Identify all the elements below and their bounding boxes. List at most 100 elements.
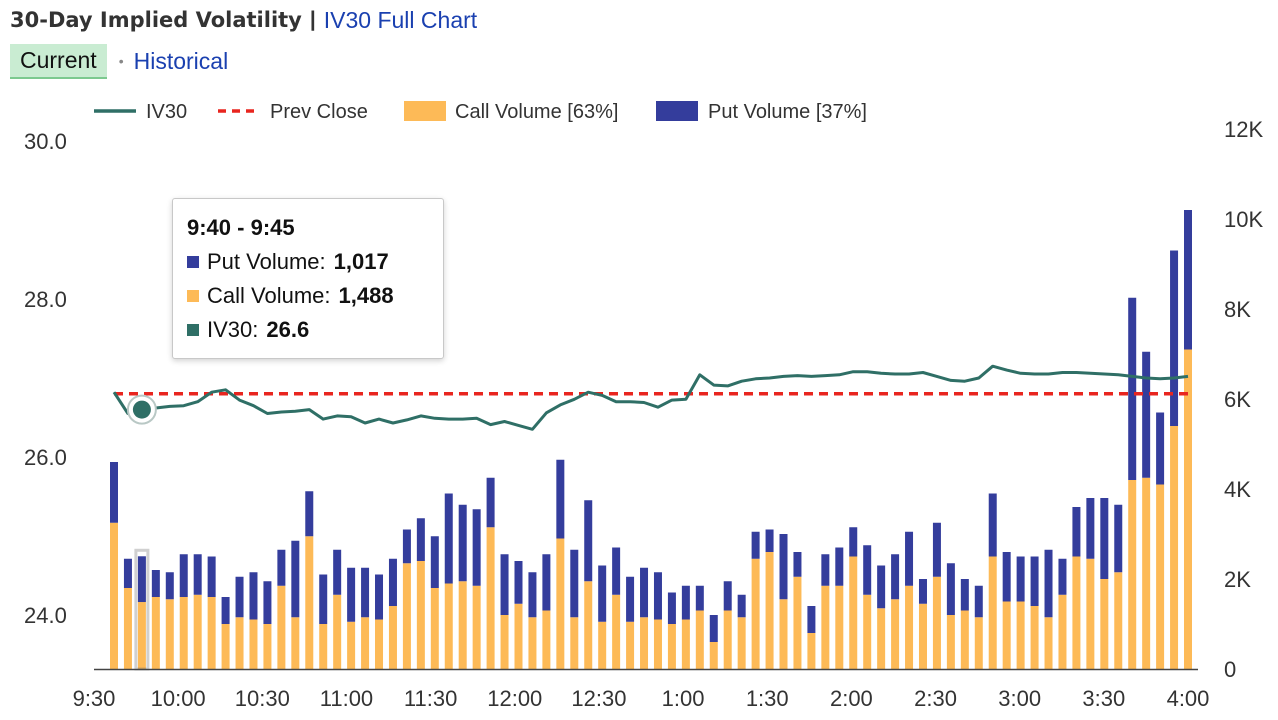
call-swatch-icon bbox=[187, 290, 199, 302]
call-volume-bar bbox=[1184, 349, 1192, 669]
put-volume-bar bbox=[695, 585, 704, 611]
call-volume-bar bbox=[751, 558, 760, 669]
tooltip-title: 9:40 - 9:45 bbox=[187, 215, 295, 240]
put-volume-bar bbox=[207, 556, 216, 597]
put-volume-bar bbox=[542, 554, 551, 611]
put-volume-bar bbox=[584, 500, 593, 582]
put-volume-bar bbox=[793, 552, 802, 577]
call-volume-bar bbox=[514, 603, 523, 669]
tooltip-call-value: 1,488 bbox=[338, 283, 394, 308]
tooltip-call-label: Call Volume: bbox=[207, 283, 331, 308]
put-volume-bar bbox=[1072, 507, 1081, 557]
put-volume-bar bbox=[723, 581, 732, 611]
call-volume-bar bbox=[779, 599, 788, 669]
put-volume-bar bbox=[556, 459, 565, 539]
tab-current[interactable]: Current bbox=[10, 43, 107, 79]
call-volume-bar bbox=[123, 588, 132, 669]
put-volume-bar bbox=[221, 597, 230, 624]
put-volume-bar bbox=[1086, 498, 1095, 559]
call-volume-bar bbox=[877, 608, 886, 669]
call-volume-bar bbox=[584, 581, 593, 669]
put-volume-bar bbox=[891, 554, 900, 600]
put-volume-bar bbox=[974, 585, 983, 618]
call-volume-bar bbox=[137, 602, 146, 669]
x-tick-label: 12:00 bbox=[487, 686, 542, 711]
put-volume-bar bbox=[402, 529, 411, 564]
call-volume-bar bbox=[1002, 601, 1011, 669]
hover-tooltip: 9:40 - 9:45 Put Volume: 1,017 Call Volum… bbox=[172, 198, 444, 359]
call-volume-bar bbox=[807, 633, 816, 669]
put-volume-bar bbox=[151, 570, 160, 597]
call-volume-bar bbox=[570, 617, 579, 669]
put-volume-bar bbox=[333, 549, 342, 595]
tooltip-put-label: Put Volume: bbox=[207, 249, 326, 274]
tooltip-row-put: Put Volume: 1,017 bbox=[187, 245, 429, 279]
call-volume-bar bbox=[556, 538, 565, 669]
y-right-tick-label: 12K bbox=[1224, 117, 1263, 142]
put-volume-bar bbox=[1016, 556, 1025, 602]
legend-iv30-label: IV30 bbox=[146, 101, 187, 123]
call-volume-bar bbox=[263, 624, 272, 669]
legend-put-label: Put Volume [37%] bbox=[708, 101, 867, 123]
put-volume-bar bbox=[1114, 504, 1123, 573]
put-volume-bar bbox=[1044, 549, 1053, 618]
title-separator: | bbox=[309, 8, 316, 31]
call-volume-bar bbox=[765, 552, 774, 669]
put-volume-bar bbox=[361, 567, 370, 618]
call-volume-bar bbox=[110, 522, 118, 669]
call-volume-bar bbox=[486, 527, 495, 669]
iv30-line bbox=[112, 364, 1189, 431]
y-left-tick-label: 26.0 bbox=[24, 445, 67, 470]
legend-call-label: Call Volume [63%] bbox=[455, 101, 618, 123]
put-volume-bar bbox=[263, 581, 272, 624]
put-volume-bar bbox=[528, 572, 537, 618]
call-volume-bar bbox=[1100, 579, 1109, 669]
call-volume-bar bbox=[1016, 601, 1025, 669]
put-volume-bar bbox=[1184, 210, 1192, 350]
put-volume-bar bbox=[905, 531, 914, 586]
put-volume-bar bbox=[681, 585, 690, 620]
put-volume-bar bbox=[165, 572, 174, 600]
x-tick-label: 3:30 bbox=[1082, 686, 1125, 711]
put-volume-bar bbox=[932, 522, 941, 577]
put-volume-bar bbox=[375, 574, 384, 620]
x-tick-label: 2:00 bbox=[830, 686, 873, 711]
put-volume-bar bbox=[1058, 558, 1067, 595]
put-volume-bar bbox=[277, 549, 286, 586]
call-volume-bar bbox=[221, 624, 230, 669]
call-volume-bar bbox=[626, 621, 635, 669]
tab-historical[interactable]: Historical bbox=[133, 47, 229, 74]
call-volume-bar bbox=[598, 621, 607, 669]
tooltip-row-call: Call Volume: 1,488 bbox=[187, 279, 429, 313]
x-tick-label: 9:30 bbox=[73, 686, 116, 711]
put-volume-bar bbox=[416, 518, 425, 561]
call-volume-bar bbox=[151, 597, 160, 669]
put-volume-bar bbox=[179, 554, 188, 597]
put-volume-bar bbox=[388, 558, 397, 606]
call-volume-bar bbox=[932, 576, 941, 669]
call-volume-bar bbox=[681, 619, 690, 669]
tooltip-iv30-label: IV30: bbox=[207, 317, 259, 342]
call-volume-bar bbox=[709, 642, 718, 669]
put-volume-bar bbox=[1100, 498, 1109, 579]
call-volume-bar bbox=[723, 610, 732, 669]
call-volume-bar bbox=[402, 563, 411, 669]
put-volume-bar bbox=[1002, 552, 1011, 602]
put-volume-bar bbox=[612, 547, 621, 595]
call-volume-bar bbox=[667, 624, 676, 669]
legend-put-swatch bbox=[656, 101, 698, 121]
put-volume-bar bbox=[430, 536, 439, 588]
call-volume-bar bbox=[960, 610, 969, 669]
call-volume-bar bbox=[1058, 594, 1067, 669]
call-volume-bar bbox=[430, 588, 439, 669]
iv30-full-chart-link[interactable]: IV30 Full Chart bbox=[323, 6, 478, 33]
put-volume-bar bbox=[1030, 556, 1039, 606]
iv30-swatch-icon bbox=[187, 324, 199, 336]
call-volume-bar bbox=[821, 585, 830, 669]
put-volume-bar bbox=[1170, 250, 1179, 426]
put-volume-bar bbox=[598, 565, 607, 622]
put-volume-bar bbox=[500, 554, 509, 615]
put-volume-bar bbox=[514, 561, 523, 604]
call-volume-bar bbox=[1072, 556, 1081, 669]
put-volume-bar bbox=[486, 477, 495, 528]
